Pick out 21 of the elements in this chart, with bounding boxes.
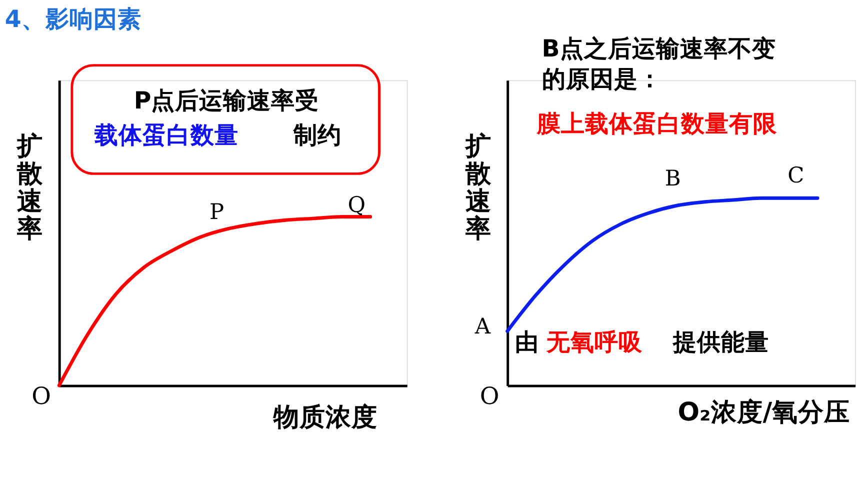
text: 的原因是：	[542, 64, 662, 93]
text: 载体蛋白数量	[94, 121, 239, 150]
y-axis-title: 扩散速率	[16, 131, 44, 244]
chart-title: 4、影响因素	[4, 4, 142, 33]
text: 制约	[292, 121, 342, 150]
text: A	[474, 314, 491, 340]
text: C	[788, 164, 804, 189]
x-axis-title: 物质浓度	[272, 402, 378, 432]
text: P点后运输速率受	[134, 86, 320, 115]
annotation: 无氧呼吸	[546, 328, 644, 356]
annotation: 提供能量	[672, 328, 769, 356]
text: O	[32, 382, 52, 410]
text: 膜上载体蛋白数量有限	[536, 109, 778, 138]
text: B点之后运输速率不变	[542, 34, 776, 62]
annotation: P	[209, 200, 224, 225]
text: O	[480, 382, 500, 410]
text: B	[664, 166, 681, 192]
annotation: Q	[348, 193, 366, 218]
x-axis-title: O₂浓度/氧分压	[678, 397, 850, 428]
y-axis-title: 扩散速率	[464, 131, 492, 244]
annotation: 由	[515, 328, 540, 356]
